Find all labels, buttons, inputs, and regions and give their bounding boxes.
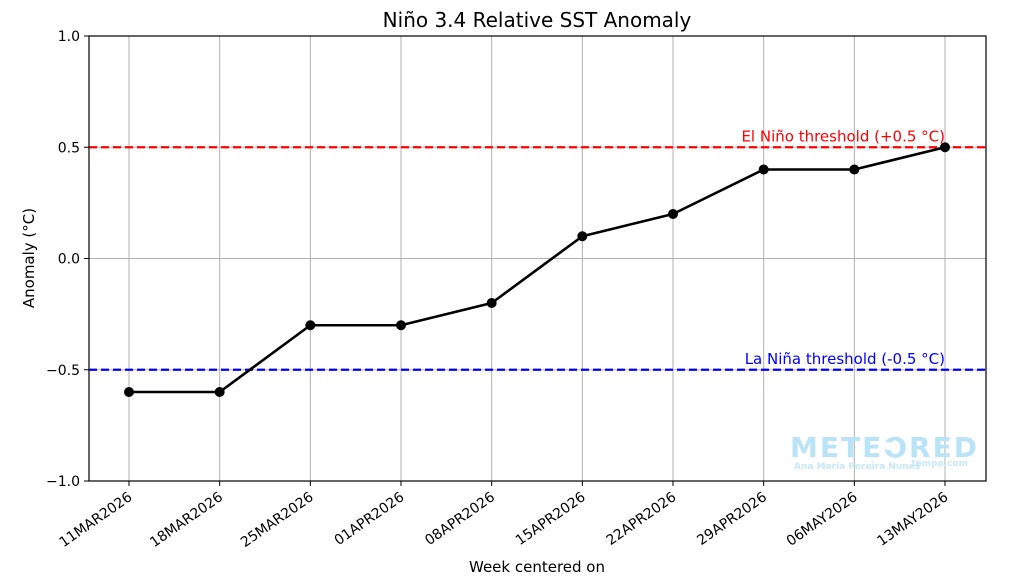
watermark: METEORED Ana María Pereira Nunes tempo.c… — [790, 431, 979, 472]
series — [124, 142, 950, 397]
data-point — [124, 387, 134, 397]
y-tick-label: 0.5 — [58, 140, 80, 156]
x-tick-label: 06MAY2026 — [784, 489, 861, 550]
x-tick-label: 08APR2026 — [422, 489, 498, 549]
y-tick-label: −1.0 — [46, 474, 80, 490]
x-tick-label: 15APR2026 — [513, 489, 589, 549]
threshold-label-0: El Niño threshold (+0.5 °C) — [741, 127, 945, 145]
chart-title: Niño 3.4 Relative SST Anomaly — [383, 8, 692, 32]
data-point — [758, 164, 769, 175]
data-point — [486, 298, 497, 308]
y-axis-label: Anomaly (°C) — [20, 208, 38, 308]
data-point — [577, 231, 588, 242]
x-tick-label: 22APR2026 — [604, 489, 680, 549]
x-tick-label: 25MAR2026 — [238, 489, 317, 551]
series-line-0 — [129, 145, 946, 394]
watermark-pin-dot — [884, 442, 892, 450]
data-point — [214, 387, 225, 397]
x-tick-label: 11MAR2026 — [57, 489, 136, 551]
data-point — [396, 320, 406, 331]
data-point — [305, 320, 316, 331]
data-point — [849, 164, 860, 175]
x-tick-label: 01APR2026 — [332, 489, 408, 549]
data-point — [668, 209, 678, 219]
x-axis-ticks: 11MAR2026 18MAR2026 25MAR2026 01APR2026 08AP… — [57, 481, 951, 551]
reference-lines: El Niño threshold (+0.5 °C) La Niña thres… — [89, 127, 986, 371]
data-point — [940, 142, 950, 153]
watermark-brand: METEORED — [790, 431, 979, 464]
y-tick-label: 1.0 — [58, 29, 80, 45]
x-tick-label: 18MAR2026 — [147, 489, 226, 551]
y-tick-label: 0.0 — [58, 252, 80, 268]
watermark-author: Ana María Pereira Nunes — [794, 462, 920, 472]
x-axis-label: Week centered on — [469, 558, 605, 576]
threshold-label-1: La Niña threshold (-0.5 °C) — [745, 350, 945, 368]
x-tick-label: 13MAY2026 — [874, 489, 951, 550]
x-tick-label: 29APR2026 — [694, 489, 770, 549]
y-tick-label: −0.5 — [46, 363, 80, 379]
y-axis-ticks: −1.0 −0.5 0.0 0.5 1.0 — [46, 29, 89, 490]
watermark-site: tempo.com — [911, 459, 968, 469]
grid — [89, 35, 986, 482]
